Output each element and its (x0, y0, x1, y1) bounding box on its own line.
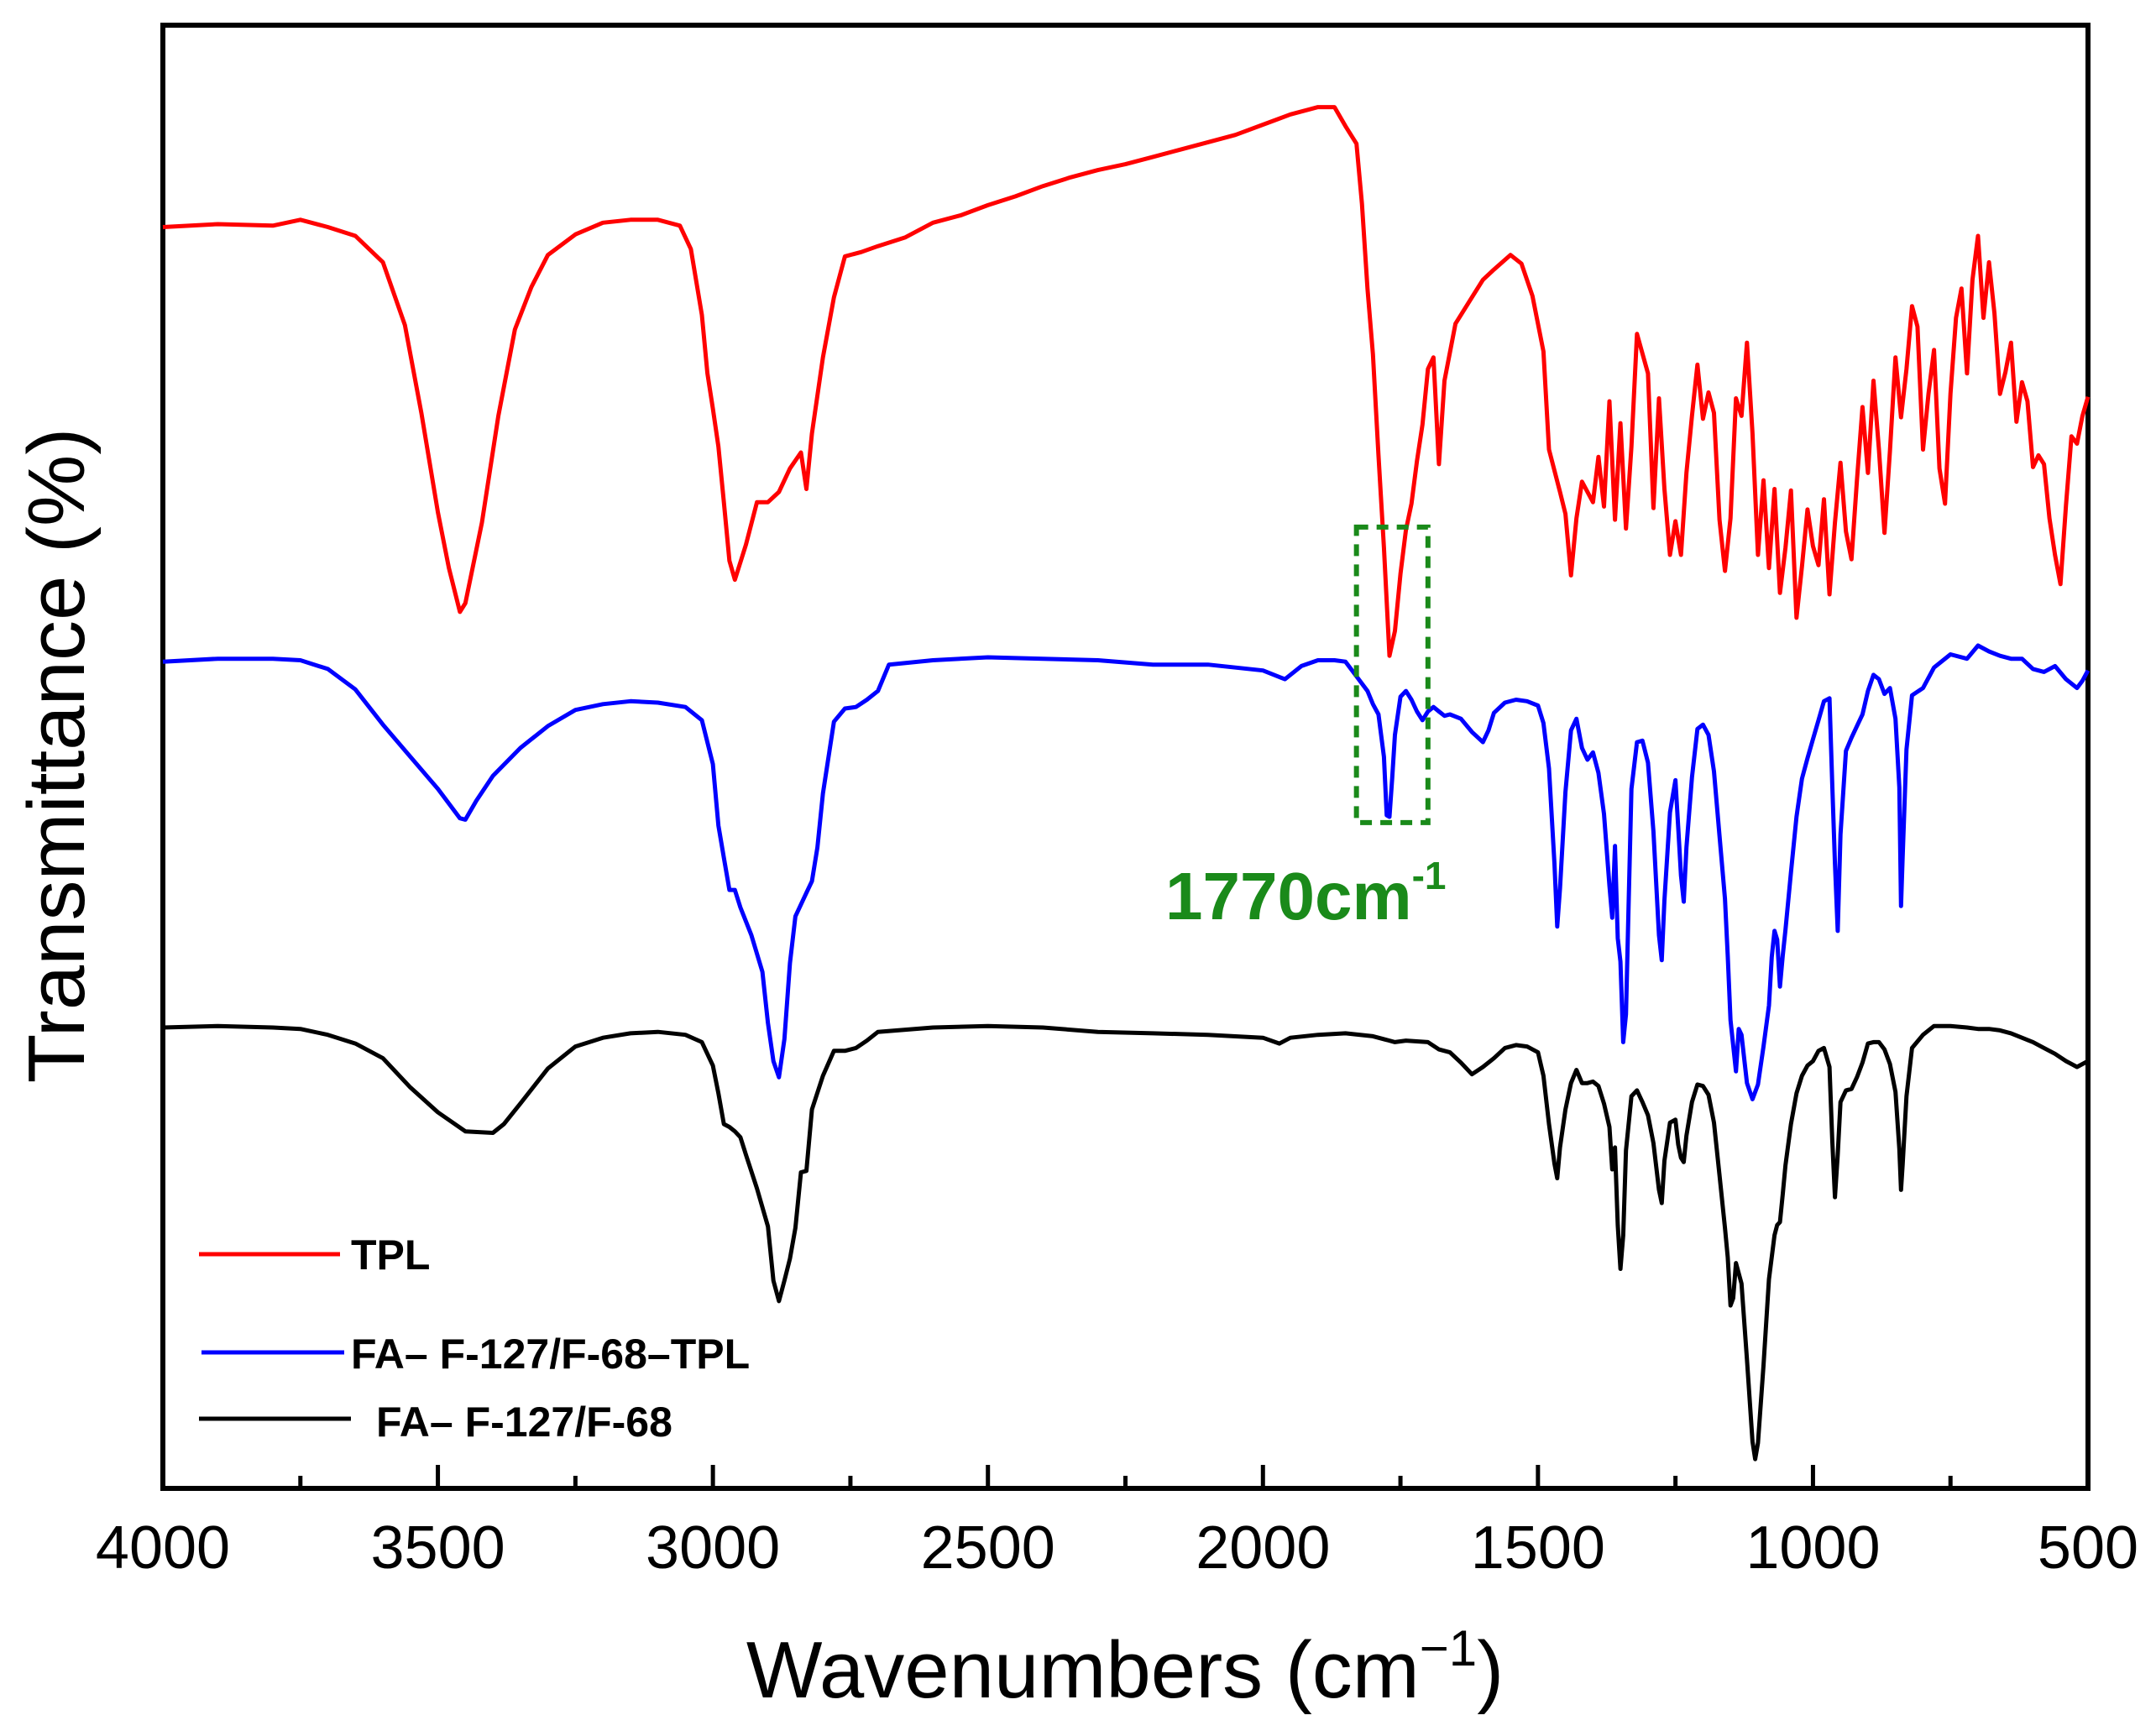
annotation-box (1353, 524, 1431, 825)
x-tick-label: 3000 (646, 1514, 780, 1582)
x-tick-label: 1000 (1745, 1514, 1880, 1582)
annotation-layer: 1770cm-1 (1165, 524, 1447, 933)
x-tick-label: 1500 (1471, 1514, 1605, 1582)
legend-label-tpl: TPL (351, 1232, 430, 1279)
x-axis-title-sup: −1 (1420, 1620, 1477, 1676)
x-tick-label: 2500 (921, 1514, 1055, 1582)
x-tick-label: 3500 (370, 1514, 505, 1582)
series-line-2 (162, 1023, 2090, 1462)
x-tick-label: 2000 (1196, 1514, 1330, 1582)
annotation-label: 1770cm-1 (1165, 854, 1447, 933)
y-axis-title: Transmittance (%) (12, 428, 102, 1084)
series-layer (162, 105, 2091, 1462)
x-axis-title-close: ) (1477, 1625, 1504, 1715)
x-axis-title: Wavenumbers (cm−1) (746, 1620, 1504, 1715)
x-tick-label: 500 (2038, 1514, 2138, 1582)
series-line-0 (162, 105, 2091, 658)
plot-frame (160, 23, 2091, 1491)
legend: TPL FA– F-127/F-68–TPL FA– F-127/F-68 (199, 1232, 750, 1446)
legend-label-fa-tpl: FA– F-127/F-68–TPL (351, 1331, 750, 1378)
series-line-1 (162, 643, 2091, 1101)
x-axis-title-main: Wavenumbers (cm (746, 1625, 1420, 1715)
legend-label-fa: FA– F-127/F-68 (376, 1399, 672, 1446)
x-tick-label: 4000 (96, 1514, 230, 1582)
x-axis-ticks: 4000 3500 3000 2500 2000 1500 1000 500 (96, 1465, 2138, 1582)
